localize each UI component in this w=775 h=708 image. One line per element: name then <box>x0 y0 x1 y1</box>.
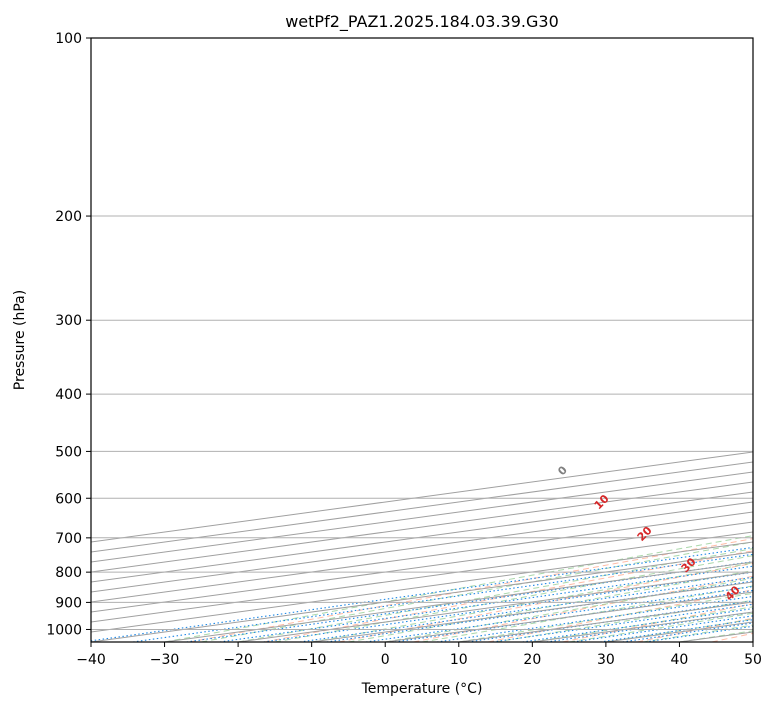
isotherm-line <box>91 491 753 583</box>
y-tick-label: 1000 <box>46 622 82 638</box>
moist-adiabat <box>311 562 753 642</box>
y-tick-label: 300 <box>55 313 82 329</box>
y-tick-label: 600 <box>55 491 82 507</box>
y-tick-label: 800 <box>55 565 82 581</box>
x-tick-label: 30 <box>597 652 615 668</box>
mixing-ratio-line <box>365 585 753 642</box>
x-tick-label: 0 <box>381 652 390 668</box>
y-tick-label: 500 <box>55 444 82 460</box>
x-tick-label: 10 <box>450 652 468 668</box>
y-tick-label: 700 <box>55 531 82 547</box>
isotherm-line <box>91 511 753 603</box>
x-tick-label: −40 <box>76 652 106 668</box>
isotherm-line <box>91 531 753 623</box>
moist-adiabat <box>421 585 753 642</box>
y-axis-label: Pressure (hPa) <box>12 290 28 390</box>
isotherm-line <box>91 471 753 563</box>
y-tick-label: 900 <box>55 595 82 611</box>
isotherm-line <box>91 461 753 553</box>
y-tick-label: 100 <box>55 31 82 47</box>
chart-title: wetPf2_PAZ1.2025.184.03.39.G30 <box>285 12 559 32</box>
mixing-ratio-line <box>436 595 753 642</box>
x-tick-label: 50 <box>744 652 762 668</box>
x-tick-label: −30 <box>150 652 180 668</box>
x-axis-label: Temperature (°C) <box>361 681 483 697</box>
x-tick-label: −20 <box>223 652 253 668</box>
x-tick-label: 40 <box>671 652 689 668</box>
isotherm-line <box>91 481 753 573</box>
isotherm-line <box>91 521 753 613</box>
y-axis-ticks: 1000 900 800 700 600 500 400 300 200 100 <box>46 31 91 638</box>
y-tick-label: 200 <box>55 209 82 225</box>
moist-adiabat <box>348 569 753 642</box>
dry-adiabat <box>338 562 753 642</box>
isotherm-line <box>91 501 753 593</box>
y-tick-label: 400 <box>55 387 82 403</box>
x-tick-label: 20 <box>523 652 541 668</box>
background-lines <box>91 451 753 642</box>
plot-frame <box>90 37 754 643</box>
x-tick-label: −10 <box>297 652 327 668</box>
isotherm-line <box>91 451 753 543</box>
x-axis-ticks: −40 −30 −20 −10 0 10 20 30 40 50 <box>76 642 762 668</box>
mixing-ratio-line <box>132 553 753 642</box>
pressure-grid <box>91 38 753 630</box>
